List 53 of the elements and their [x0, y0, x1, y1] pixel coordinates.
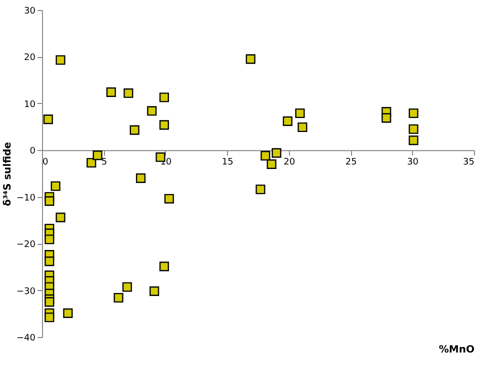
point [56, 55, 66, 65]
point [136, 173, 146, 183]
x-tick-label: 20 [284, 158, 296, 168]
x-tick-label: 5 [101, 158, 108, 168]
point [408, 108, 418, 118]
x-tick-label: 30 [407, 158, 419, 168]
point [63, 308, 73, 318]
y-tick-label: −30 [16, 286, 36, 297]
x-tick-label: 15 [222, 158, 234, 168]
point [256, 184, 266, 194]
point [122, 282, 132, 292]
y-tick-label: 0 [30, 146, 36, 157]
point [295, 108, 305, 118]
y-tick-label: −20 [16, 240, 36, 250]
point [44, 256, 54, 266]
point [282, 116, 292, 126]
point [56, 212, 66, 222]
point [114, 292, 124, 303]
point [159, 120, 169, 130]
point [159, 262, 169, 272]
y-tick-label: 20 [24, 53, 36, 64]
point [150, 286, 160, 296]
point [260, 150, 270, 161]
point [44, 196, 54, 206]
point [130, 125, 140, 135]
y-axis-title: δ³⁴S sulfide [2, 142, 14, 206]
x-axis-title: %MnO [438, 344, 474, 356]
point [106, 87, 116, 97]
point [124, 88, 134, 98]
point [44, 297, 54, 307]
x-tick-label: 35 [463, 158, 474, 168]
point [92, 150, 102, 160]
point [246, 54, 256, 64]
point [164, 194, 174, 204]
point [86, 158, 96, 168]
point [159, 92, 169, 102]
point [44, 312, 54, 322]
point [44, 234, 54, 244]
point [266, 159, 276, 169]
point [147, 106, 157, 116]
point [382, 113, 392, 123]
x-tick-label: 25 [345, 158, 357, 168]
point [298, 122, 308, 132]
x-tick-label: 0 [42, 158, 48, 168]
point [408, 124, 418, 134]
y-tick-label: 10 [24, 100, 36, 110]
y-tick-label: −40 [16, 334, 36, 344]
y-tick-label: 30 [24, 6, 36, 16]
point [43, 114, 53, 124]
y-tick-label: −10 [16, 193, 36, 204]
point [408, 136, 418, 146]
point [272, 148, 282, 158]
point [50, 181, 60, 191]
